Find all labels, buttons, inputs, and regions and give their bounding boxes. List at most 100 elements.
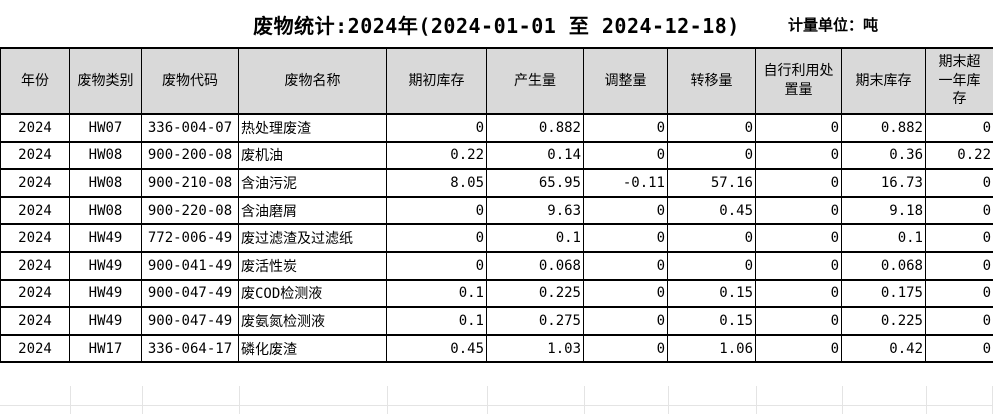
cell-opening-stock[interactable]: 0 <box>386 195 487 226</box>
cell-ending-stock[interactable]: 0.36 <box>841 140 926 171</box>
cell-waste-category[interactable]: HW17 <box>69 333 142 364</box>
cell-waste-category[interactable]: HW07 <box>69 113 142 143</box>
cell-waste-code[interactable]: 900-220-08 <box>141 195 239 226</box>
cell-self-disposal[interactable]: 0 <box>755 168 842 198</box>
cell-generated[interactable]: 0.1 <box>486 223 584 253</box>
cell-waste-category[interactable]: HW08 <box>69 195 142 226</box>
cell-self-disposal[interactable]: 0 <box>755 140 842 171</box>
cell-year[interactable]: 2024 <box>0 223 70 253</box>
cell-adjusted[interactable]: 0 <box>583 333 668 364</box>
cell-opening-stock[interactable]: 0 <box>386 223 487 253</box>
cell-waste-name[interactable]: 含油污泥 <box>238 168 387 198</box>
cell-self-disposal[interactable]: 0 <box>755 250 842 281</box>
cell-generated[interactable]: 0.275 <box>486 306 584 336</box>
col-header-adjusted[interactable]: 调整量 <box>583 47 668 115</box>
col-header-generated[interactable]: 产生量 <box>486 47 584 115</box>
cell-year[interactable]: 2024 <box>0 168 70 198</box>
cell-ending-stock[interactable]: 16.73 <box>841 168 926 198</box>
cell-waste-name[interactable]: 废机油 <box>238 140 387 171</box>
cell-self-disposal[interactable]: 0 <box>755 223 842 253</box>
cell-generated[interactable]: 65.95 <box>486 168 584 198</box>
cell-transferred[interactable]: 0 <box>667 250 756 281</box>
cell-adjusted[interactable]: 0 <box>583 195 668 226</box>
cell-year[interactable]: 2024 <box>0 250 70 281</box>
cell-waste-category[interactable]: HW08 <box>69 168 142 198</box>
cell-ending-stock[interactable]: 0.1 <box>841 223 926 253</box>
cell-adjusted[interactable]: 0 <box>583 278 668 309</box>
cell-transferred[interactable]: 1.06 <box>667 333 756 364</box>
cell-year[interactable]: 2024 <box>0 113 70 143</box>
cell-transferred[interactable]: 0.15 <box>667 306 756 336</box>
cell-year[interactable]: 2024 <box>0 306 70 336</box>
cell-year[interactable]: 2024 <box>0 195 70 226</box>
cell-waste-name[interactable]: 废过滤渣及过滤纸 <box>238 223 387 253</box>
cell-over-one-year-stock[interactable]: 0 <box>925 113 993 143</box>
cell-waste-code[interactable]: 336-064-17 <box>141 333 239 364</box>
cell-transferred[interactable]: 0 <box>667 223 756 253</box>
col-header-over-one-year-stock[interactable]: 期末超一年库存 <box>925 47 993 115</box>
cell-waste-code[interactable]: 900-210-08 <box>141 168 239 198</box>
cell-self-disposal[interactable]: 0 <box>755 306 842 336</box>
cell-waste-name[interactable]: 含油磨屑 <box>238 195 387 226</box>
cell-over-one-year-stock[interactable]: 0 <box>925 168 993 198</box>
cell-ending-stock[interactable]: 0.068 <box>841 250 926 281</box>
cell-ending-stock[interactable]: 0.175 <box>841 278 926 309</box>
cell-generated[interactable]: 9.63 <box>486 195 584 226</box>
cell-opening-stock[interactable]: 0.1 <box>386 306 487 336</box>
cell-waste-code[interactable]: 336-004-07 <box>141 113 239 143</box>
cell-transferred[interactable]: 0.45 <box>667 195 756 226</box>
cell-ending-stock[interactable]: 0.42 <box>841 333 926 364</box>
cell-waste-category[interactable]: HW08 <box>69 140 142 171</box>
cell-opening-stock[interactable]: 0.45 <box>386 333 487 364</box>
col-header-year[interactable]: 年份 <box>0 47 70 115</box>
col-header-transferred[interactable]: 转移量 <box>667 47 756 115</box>
cell-over-one-year-stock[interactable]: 0 <box>925 195 993 226</box>
cell-opening-stock[interactable]: 0 <box>386 113 487 143</box>
cell-generated[interactable]: 0.882 <box>486 113 584 143</box>
cell-year[interactable]: 2024 <box>0 333 70 364</box>
cell-self-disposal[interactable]: 0 <box>755 195 842 226</box>
cell-over-one-year-stock[interactable]: 0 <box>925 223 993 253</box>
cell-waste-category[interactable]: HW49 <box>69 223 142 253</box>
cell-over-one-year-stock[interactable]: 0 <box>925 278 993 309</box>
cell-waste-code[interactable]: 900-047-49 <box>141 306 239 336</box>
cell-generated[interactable]: 1.03 <box>486 333 584 364</box>
cell-generated[interactable]: 0.14 <box>486 140 584 171</box>
cell-over-one-year-stock[interactable]: 0 <box>925 250 993 281</box>
col-header-waste-code[interactable]: 废物代码 <box>141 47 239 115</box>
cell-waste-name[interactable]: 废活性炭 <box>238 250 387 281</box>
cell-waste-category[interactable]: HW49 <box>69 306 142 336</box>
cell-adjusted[interactable]: 0 <box>583 223 668 253</box>
cell-adjusted[interactable]: 0 <box>583 250 668 281</box>
cell-opening-stock[interactable]: 8.05 <box>386 168 487 198</box>
cell-waste-code[interactable]: 772-006-49 <box>141 223 239 253</box>
cell-year[interactable]: 2024 <box>0 140 70 171</box>
cell-opening-stock[interactable]: 0.1 <box>386 278 487 309</box>
cell-waste-category[interactable]: HW49 <box>69 250 142 281</box>
cell-adjusted[interactable]: 0 <box>583 306 668 336</box>
cell-generated[interactable]: 0.068 <box>486 250 584 281</box>
cell-ending-stock[interactable]: 9.18 <box>841 195 926 226</box>
cell-waste-code[interactable]: 900-047-49 <box>141 278 239 309</box>
col-header-opening-stock[interactable]: 期初库存 <box>386 47 487 115</box>
cell-adjusted[interactable]: 0 <box>583 113 668 143</box>
cell-waste-name[interactable]: 废COD检测液 <box>238 278 387 309</box>
cell-over-one-year-stock[interactable]: 0.22 <box>925 140 993 171</box>
col-header-waste-name[interactable]: 废物名称 <box>238 47 387 115</box>
cell-waste-code[interactable]: 900-200-08 <box>141 140 239 171</box>
cell-transferred[interactable]: 0 <box>667 113 756 143</box>
cell-waste-name[interactable]: 废氨氮检测液 <box>238 306 387 336</box>
col-header-self-disposal[interactable]: 自行利用处置量 <box>755 47 842 115</box>
cell-self-disposal[interactable]: 0 <box>755 278 842 309</box>
cell-waste-category[interactable]: HW49 <box>69 278 142 309</box>
col-header-ending-stock[interactable]: 期末库存 <box>841 47 926 115</box>
cell-waste-name[interactable]: 磷化废渣 <box>238 333 387 364</box>
cell-generated[interactable]: 0.225 <box>486 278 584 309</box>
cell-opening-stock[interactable]: 0 <box>386 250 487 281</box>
cell-waste-name[interactable]: 热处理废渣 <box>238 113 387 143</box>
cell-ending-stock[interactable]: 0.225 <box>841 306 926 336</box>
cell-self-disposal[interactable]: 0 <box>755 333 842 364</box>
cell-transferred[interactable]: 0.15 <box>667 278 756 309</box>
col-header-waste-category[interactable]: 废物类别 <box>69 47 142 115</box>
cell-over-one-year-stock[interactable]: 0 <box>925 306 993 336</box>
